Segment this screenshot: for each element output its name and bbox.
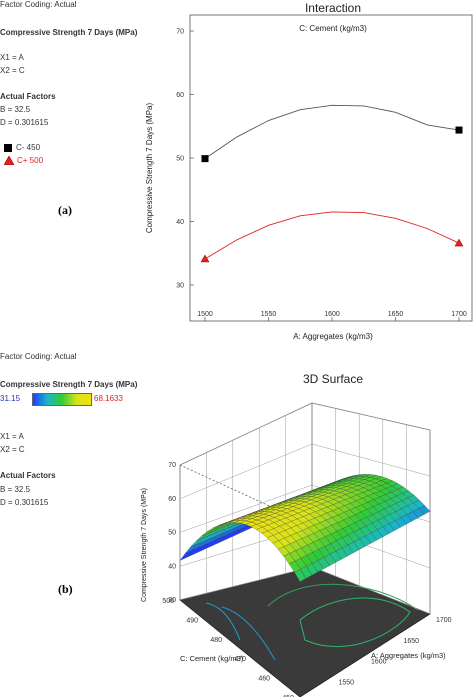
z-tick-label: 30 [168, 597, 176, 604]
back-grid-line [179, 402, 431, 466]
b-value-b: B = 32.5 [0, 485, 31, 494]
z-axis-label-b: Compressive Strength 7 Days (MPa) [141, 488, 148, 602]
x-axis-label-b: A: Aggregates (kg/m3) [371, 651, 446, 660]
x1-label-b: X1 = A [0, 432, 24, 441]
d-value-b: D = 0.301615 [0, 498, 49, 507]
x-tick-label: 1650 [388, 311, 404, 318]
contour-lines [205, 583, 419, 661]
chart-subtitle-a: C: Cement (kg/m3) [299, 24, 367, 33]
floor-plane [179, 566, 431, 697]
chart-title-b: 3D Surface [303, 372, 363, 386]
y-tick-label: 50 [176, 156, 184, 163]
x2-label-a: X2 = C [0, 66, 25, 75]
color-max-label: 68.1633 [94, 394, 123, 403]
y-tick-label-b: 450 [282, 695, 294, 697]
response-surface [179, 474, 431, 582]
y-tick-label: 60 [176, 92, 184, 99]
factor-coding-b: Factor Coding: Actual [0, 352, 77, 361]
response-title-b: Compressive Strength 7 Days (MPa) [0, 380, 138, 389]
x-tick-label-b: 1600 [371, 659, 387, 666]
triangle-marker [200, 254, 210, 263]
response-title-a: Compressive Strength 7 Days (MPa) [0, 28, 138, 37]
x-tick-label-b: 1700 [436, 617, 452, 624]
y-tick-label-b: 490 [186, 617, 198, 624]
square-marker [455, 126, 463, 134]
series-lines-a [204, 104, 460, 260]
y-axis-label-a: Compressive Strength 7 Days (MPa) [145, 103, 154, 234]
color-scale-bar [32, 393, 92, 406]
panel-label-a: (a) [58, 203, 72, 217]
legend-item-c-minus: C- 450 [4, 143, 40, 152]
b-value-a: B = 32.5 [0, 105, 31, 114]
square-marker [201, 155, 209, 163]
z-tick-label: 60 [168, 496, 176, 503]
y-tick-label-b: 500 [162, 598, 174, 605]
y-tick-label: 30 [176, 283, 184, 290]
triangle-marker [454, 238, 464, 247]
x-tick-label-b: 1550 [339, 679, 355, 686]
actual-factors-a: Actual Factors [0, 92, 56, 101]
x-tick-label: 1600 [324, 311, 340, 318]
back-grid-line [179, 443, 431, 499]
series-line-1 [204, 211, 460, 260]
plot-frame-a [189, 14, 473, 322]
z-tick-label: 50 [168, 530, 176, 537]
axis-ticks-a: 1500 1550 1600 1650 1700 30 40 50 60 70 [176, 29, 467, 321]
x-tick-label: 1500 [197, 311, 213, 318]
color-min-label: 31.15 [0, 394, 21, 403]
z-tick-label: 70 [168, 462, 176, 469]
x2-label-b: X2 = C [0, 445, 25, 454]
legend-label-c-plus: C+ 500 [17, 156, 44, 165]
square-marker-icon [4, 143, 12, 152]
factor-coding-a: Factor Coding: Actual [0, 0, 77, 9]
series-line-0 [204, 104, 460, 160]
x-tick-label: 1550 [261, 311, 277, 318]
y-tick-label-b: 470 [234, 656, 246, 663]
surface-cell [294, 569, 307, 582]
y-axis-label-b: C: Cement (kg/m3) [180, 654, 244, 663]
y-tick-label-b: 480 [210, 637, 222, 644]
chart-title-a: Interaction [305, 1, 361, 15]
series-markers-a [200, 126, 464, 263]
x-tick-label-b: 1650 [404, 638, 420, 645]
x1-label-a: X1 = A [0, 53, 24, 62]
y-tick-label-b: 460 [258, 676, 270, 683]
x-tick-label: 1700 [451, 311, 467, 318]
d-value-a: D = 0.301615 [0, 118, 49, 127]
legend-label-c-minus: C- 450 [16, 143, 41, 152]
panel-label-b: (b) [58, 582, 73, 596]
axis-ticks-b: 45046047048049050015001550160016501700 [162, 598, 451, 697]
actual-factors-b: Actual Factors [0, 471, 56, 480]
interaction-chart: Interaction C: Cement (kg/m3) 1500 1550 16… [145, 1, 473, 341]
y-tick-label: 70 [176, 29, 184, 36]
x-axis-label-a: A: Aggregates (kg/m3) [293, 332, 373, 341]
z-tick-label: 40 [168, 563, 176, 570]
y-tick-label: 40 [176, 219, 184, 226]
